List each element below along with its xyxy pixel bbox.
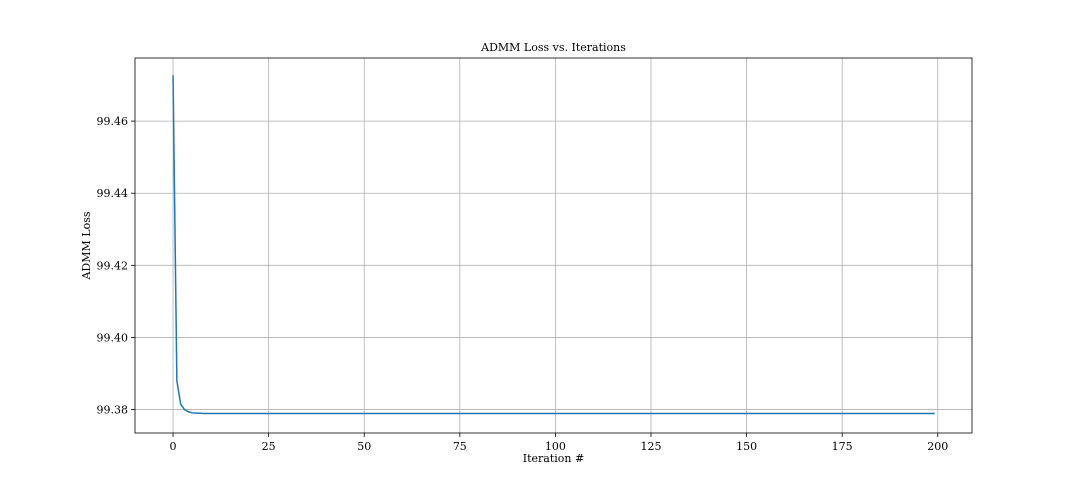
x-tick-label: 200 — [927, 440, 948, 453]
y-tick-label: 99.44 — [97, 187, 129, 200]
x-tick-label: 100 — [545, 440, 566, 453]
axis-ticks: 0 25 50 75 100 125 150 175 200 99.38 99.40 99.42 99.… — [97, 115, 949, 453]
x-axis-label: Iteration # — [523, 452, 584, 465]
x-tick-label: 150 — [736, 440, 757, 453]
x-tick-label: 75 — [453, 440, 467, 453]
x-tick-label: 0 — [170, 440, 177, 453]
y-tick-label: 99.40 — [97, 331, 129, 344]
loss-series-line — [172, 75, 935, 415]
x-tick-label: 175 — [832, 440, 853, 453]
y-tick-label: 99.42 — [97, 259, 129, 272]
x-tick-label: 50 — [357, 440, 371, 453]
y-tick-label: 99.38 — [97, 404, 129, 417]
y-tick-label: 99.46 — [97, 115, 129, 128]
grid-lines — [135, 58, 972, 433]
x-tick-label: 125 — [641, 440, 662, 453]
y-axis-label: ADMM Loss — [80, 211, 93, 280]
chart-title: ADMM Loss vs. Iterations — [480, 41, 626, 54]
plot-frame — [134, 57, 973, 434]
series-layer — [172, 75, 935, 415]
x-tick-label: 25 — [262, 440, 276, 453]
